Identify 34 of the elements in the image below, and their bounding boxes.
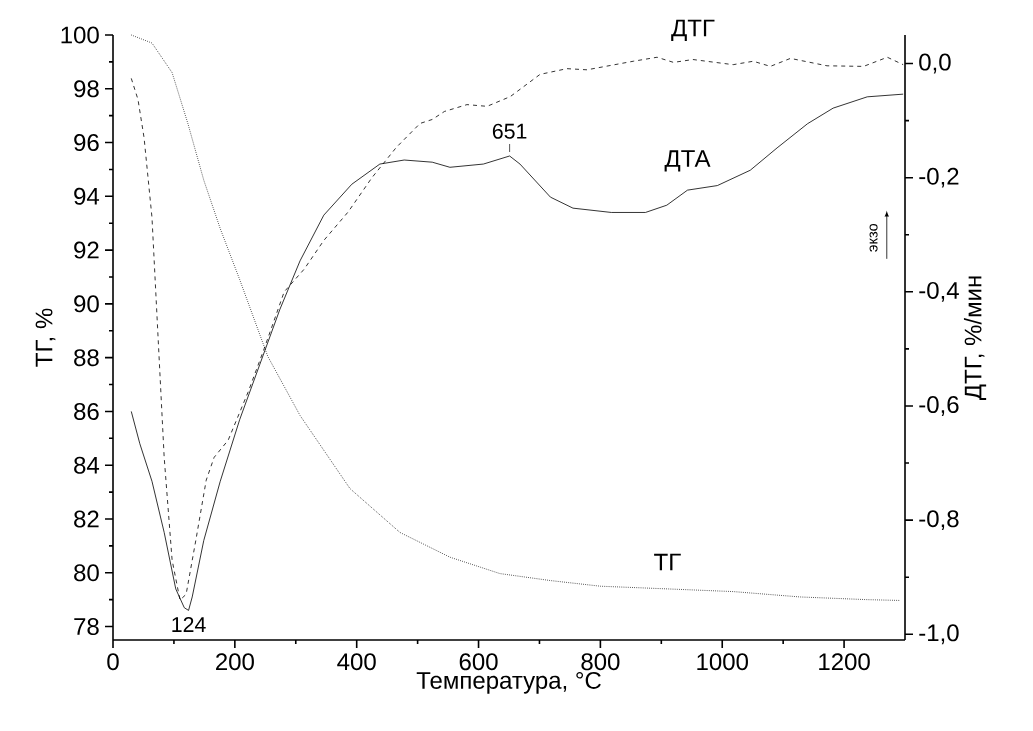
y2-tick-label: -0,8	[919, 510, 959, 531]
x-tick-label: 200	[216, 653, 254, 671]
y-tick-label: 94	[74, 187, 100, 205]
series-label: ТГ	[654, 553, 681, 571]
y2-axis-title: ДТГ, %/мин	[963, 276, 987, 401]
y-tick-label: 100	[61, 26, 99, 44]
annotation: 651	[492, 123, 527, 139]
y2-tick-label: -0,6	[919, 396, 959, 416]
y-tick-label: 84	[74, 456, 100, 474]
y2-tick-label: -0,2	[919, 167, 959, 188]
x-tick-label: 600	[459, 653, 498, 671]
y-tick-label: 92	[74, 241, 99, 259]
y2-tick-label: -1,0	[919, 624, 959, 645]
y-tick-label: 80	[74, 564, 99, 582]
x-tick-label: 1200	[819, 653, 870, 671]
annotation: 124	[172, 616, 206, 632]
y-tick-label: 98	[74, 80, 99, 98]
y-tick-label: 82	[74, 510, 99, 528]
series-label: ДТГ	[671, 19, 715, 41]
annotation: экзо	[869, 223, 878, 252]
y-axis-title: ТГ, %	[35, 308, 56, 367]
x-tick-label: 800	[581, 653, 620, 671]
series-label: ДТА	[664, 150, 711, 172]
y-tick-label: 96	[74, 134, 99, 152]
x-tick-label: 400	[337, 653, 376, 671]
x-tick-label: 0	[107, 653, 119, 671]
y2-tick-label: -0,4	[919, 281, 959, 302]
y-tick-label: 78	[74, 618, 99, 636]
y-tick-label: 90	[74, 295, 99, 313]
y-tick-label: 88	[74, 349, 99, 367]
y2-tick-label: 0,0	[919, 53, 951, 74]
x-tick-label: 1000	[697, 653, 748, 671]
x-axis-title: Температура, °C	[416, 671, 601, 694]
y-tick-label: 86	[74, 402, 99, 420]
